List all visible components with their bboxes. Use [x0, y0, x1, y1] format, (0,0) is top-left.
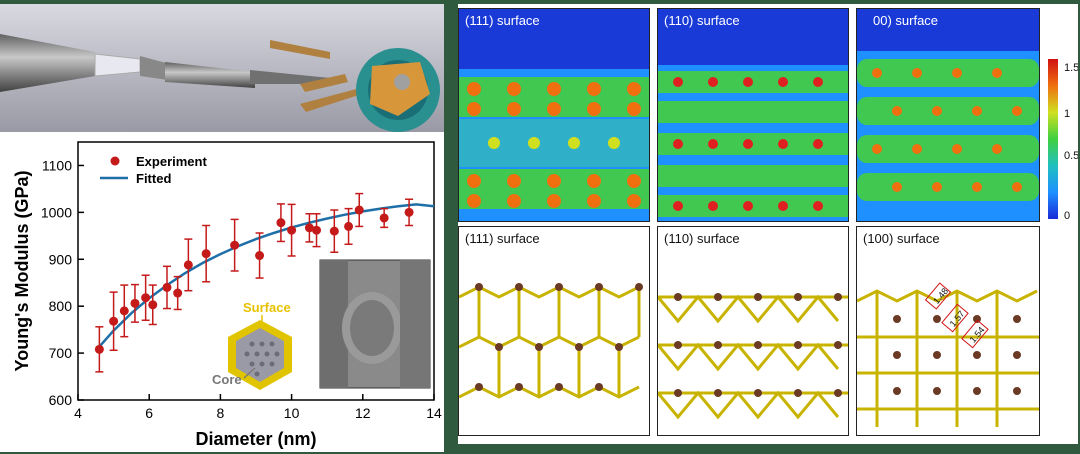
colorbar-tick-0: 0 [1064, 210, 1071, 222]
data-point [404, 207, 414, 217]
data-point [201, 249, 211, 259]
structure-110: (110) surface [657, 226, 849, 436]
modulus-chart-panel: 600 700 800 900 1000 1100 4 6 8 10 12 14 Diameter … [0, 132, 444, 452]
legend-experiment: Experiment [136, 154, 207, 169]
data-point [109, 316, 119, 326]
charge-map-111: (111) surface [458, 8, 650, 222]
structure-100: 1.48 1.57 1.54 (100) surface [856, 226, 1040, 436]
data-point [141, 293, 151, 303]
data-point [276, 218, 286, 228]
x-axis-label: Diameter (nm) [195, 429, 316, 449]
modulus-chart: 600 700 800 900 1000 1100 4 6 8 10 12 14 Diameter … [12, 141, 442, 449]
data-point [173, 288, 183, 298]
data-point [148, 300, 158, 310]
data-point [255, 251, 265, 261]
plot-frame [77, 141, 435, 401]
legend-fitted: Fitted [136, 171, 171, 186]
inset-core-label: Core [212, 372, 242, 387]
x-tick-label: 6 [145, 405, 153, 421]
data-point [287, 225, 297, 235]
probe-render [0, 4, 444, 132]
y-tick-label: 900 [49, 251, 73, 267]
data-point [130, 298, 140, 308]
structure-label-100: (100) surface [863, 231, 940, 246]
structure-label-111: (111) surface [465, 231, 540, 246]
nanowire-cross-section-inset: Surface Core [212, 300, 292, 390]
x-tick-label: 4 [74, 405, 82, 421]
data-point [162, 282, 172, 292]
colorbar-tick-1: 1 [1064, 108, 1071, 120]
y-tick-label: 1000 [41, 204, 72, 220]
x-tick-label: 12 [355, 405, 371, 421]
data-point [329, 226, 339, 236]
data-point [379, 213, 389, 223]
x-tick-label: 14 [426, 405, 442, 421]
colorbar-tick-1-5: 1.5 [1064, 62, 1078, 74]
legend-marker-experiment [110, 156, 120, 166]
y-tick-label: 800 [49, 298, 73, 314]
dft-figure-panel: (111) surface (110) surface [458, 4, 1078, 444]
data-point [230, 240, 240, 250]
map-label-100: 00) surface [873, 13, 939, 28]
y-tick-label: 600 [49, 392, 73, 408]
structure-111: (111) surface [458, 226, 650, 436]
x-tick-label: 8 [217, 405, 225, 421]
colorbar [1048, 59, 1058, 219]
x-tick-label: 10 [284, 405, 300, 421]
data-point [354, 205, 364, 215]
data-point [183, 260, 193, 270]
charge-map-100: 00) surface [856, 8, 1040, 222]
tem-image-inset [319, 259, 431, 389]
structure-label-110: (110) surface [664, 231, 740, 246]
y-tick-label: 1100 [42, 157, 72, 173]
probe-illustration [0, 4, 444, 132]
y-axis-label: Young's Modulus (GPa) [12, 171, 32, 372]
map-label-111: (111) surface [465, 13, 540, 28]
data-point [119, 306, 129, 316]
data-point [344, 221, 354, 231]
data-point [304, 223, 314, 233]
charge-map-110: (110) surface [657, 8, 849, 222]
inset-surface-label: Surface [243, 300, 291, 315]
data-point [94, 344, 104, 354]
map-label-110: (110) surface [664, 13, 740, 28]
data-point [312, 225, 322, 235]
colorbar-tick-0-5: 0.5 [1064, 150, 1078, 162]
y-tick-label: 700 [49, 345, 73, 361]
